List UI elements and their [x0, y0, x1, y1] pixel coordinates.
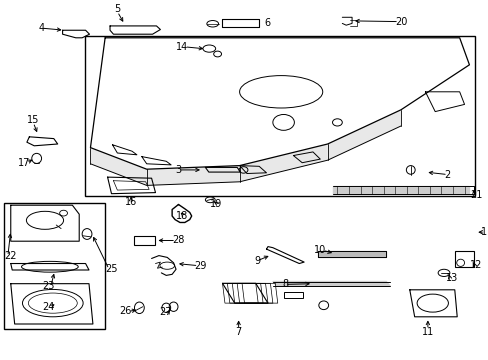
Polygon shape	[272, 282, 389, 286]
Text: 20: 20	[394, 17, 407, 27]
Text: 24: 24	[42, 302, 55, 312]
Text: 7: 7	[235, 327, 241, 337]
Text: 5: 5	[114, 4, 120, 14]
Bar	[4, 203, 105, 329]
Text: 25: 25	[105, 264, 118, 274]
Text: 6: 6	[264, 18, 270, 28]
Text: 9: 9	[254, 256, 260, 266]
Polygon shape	[332, 186, 468, 194]
Text: 13: 13	[445, 273, 457, 283]
Polygon shape	[317, 251, 386, 257]
Text: 14: 14	[176, 42, 188, 52]
Text: 11: 11	[421, 327, 433, 337]
Text: 22: 22	[4, 251, 17, 261]
Text: 29: 29	[194, 261, 206, 271]
Polygon shape	[327, 110, 400, 160]
Bar	[84, 36, 474, 196]
Text: 16: 16	[124, 197, 137, 207]
Text: 23: 23	[42, 281, 55, 291]
Text: 8: 8	[282, 279, 288, 289]
Text: 10: 10	[314, 245, 326, 255]
Text: 15: 15	[27, 115, 40, 125]
Text: 28: 28	[172, 235, 184, 246]
Text: 3: 3	[175, 165, 182, 175]
Text: 2: 2	[443, 170, 449, 180]
Polygon shape	[239, 144, 327, 182]
Text: 26: 26	[120, 306, 132, 316]
Text: 19: 19	[210, 199, 222, 210]
Text: 17: 17	[18, 158, 30, 168]
Polygon shape	[146, 166, 239, 185]
Polygon shape	[90, 148, 146, 185]
Text: 21: 21	[469, 190, 482, 200]
Text: 18: 18	[176, 211, 188, 221]
Text: 27: 27	[159, 307, 172, 318]
Text: 12: 12	[469, 260, 482, 270]
Text: 1: 1	[480, 227, 487, 237]
Text: 4: 4	[39, 23, 45, 33]
